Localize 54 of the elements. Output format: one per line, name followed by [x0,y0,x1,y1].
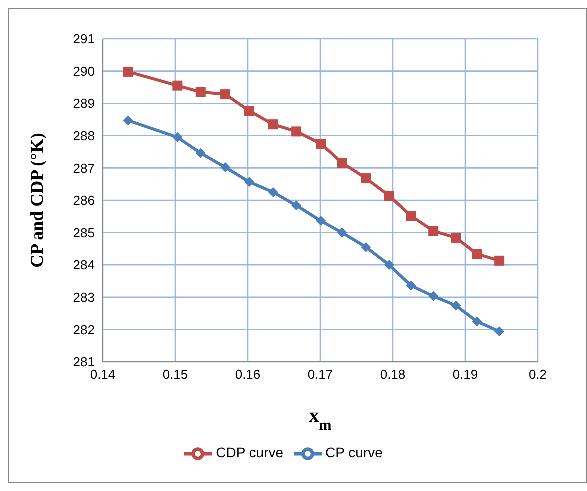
point [428,226,439,236]
x-tick-label: 0.2 [528,367,548,382]
point [316,138,326,149]
legend-label: CP curve [326,444,383,461]
x-tick-label: 0.19 [452,367,478,382]
point [172,80,183,91]
y-tick-label: 283 [73,290,95,306]
y-tick-label: 284 [73,258,95,273]
point [451,232,462,243]
point [268,187,278,198]
point [244,106,254,116]
point [196,87,206,98]
point [220,90,231,100]
point [244,177,254,188]
y-tick-label: 291 [73,32,95,47]
point [384,190,394,201]
y-tick-label: 287 [73,160,95,176]
point [292,126,302,137]
point [494,256,505,266]
y-tick-label: 286 [73,193,95,208]
y-tick-label: 290 [73,64,95,79]
point [472,249,482,260]
y-tick-label: 285 [73,225,95,240]
legend-label: CDP curve [216,444,284,461]
x-tick-label: 0.18 [380,367,406,382]
y-tick-label: 282 [73,322,95,338]
point [123,66,134,77]
point [316,216,326,226]
point [123,116,134,126]
point [451,300,462,311]
y-tick-label: 281 [73,354,95,370]
x-tick-label: 0.17 [308,367,334,382]
point [220,162,231,173]
point [494,326,505,337]
y-tick-label: 288 [73,128,95,144]
point [406,211,416,222]
point [406,280,416,291]
x-tick-label: 0.14 [90,367,116,382]
x-tick-label: 0.16 [235,367,261,382]
x-axis-title: x$_{m}$ [309,405,332,434]
y-axis-title: CP and CDP (°K) [27,133,47,268]
y-tick-label: 289 [73,96,95,112]
point [361,174,372,184]
point [196,148,206,158]
point [384,260,394,270]
point [337,228,348,238]
point [172,132,183,143]
point [337,158,348,168]
x-tick-label: 0.15 [162,367,188,382]
point [472,316,482,327]
point [361,242,372,252]
point [268,120,278,130]
point [292,200,302,211]
point [428,291,439,302]
